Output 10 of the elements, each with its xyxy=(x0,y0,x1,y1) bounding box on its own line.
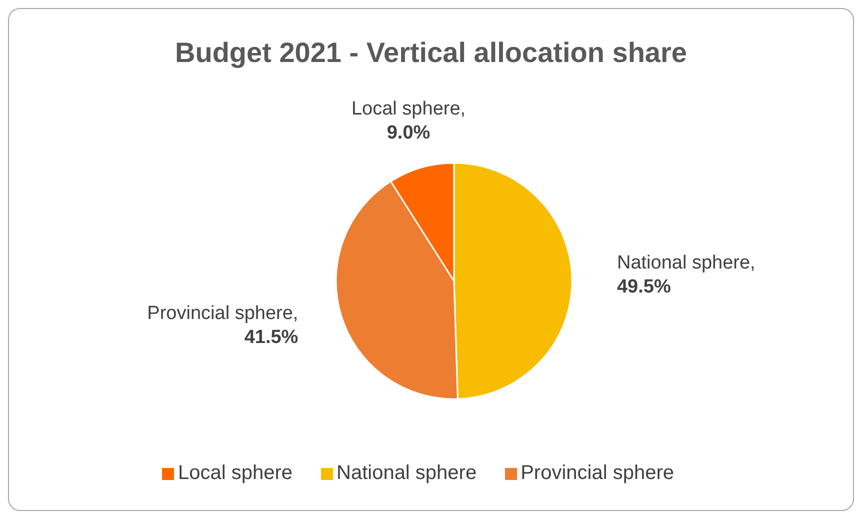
legend-label: National sphere xyxy=(336,462,477,484)
chart-title: Budget 2021 - Vertical allocation share xyxy=(174,37,688,70)
category-label: Provincial sphere, xyxy=(147,302,298,324)
legend-label: Provincial sphere xyxy=(520,462,674,484)
text: 49.5% xyxy=(616,276,671,298)
legend-label: Local sphere xyxy=(178,462,292,484)
category-label: National sphere, xyxy=(616,252,756,274)
text: 9.0% xyxy=(386,122,430,144)
text: 41.5% xyxy=(244,326,298,348)
category-label: Local sphere, xyxy=(351,98,466,120)
